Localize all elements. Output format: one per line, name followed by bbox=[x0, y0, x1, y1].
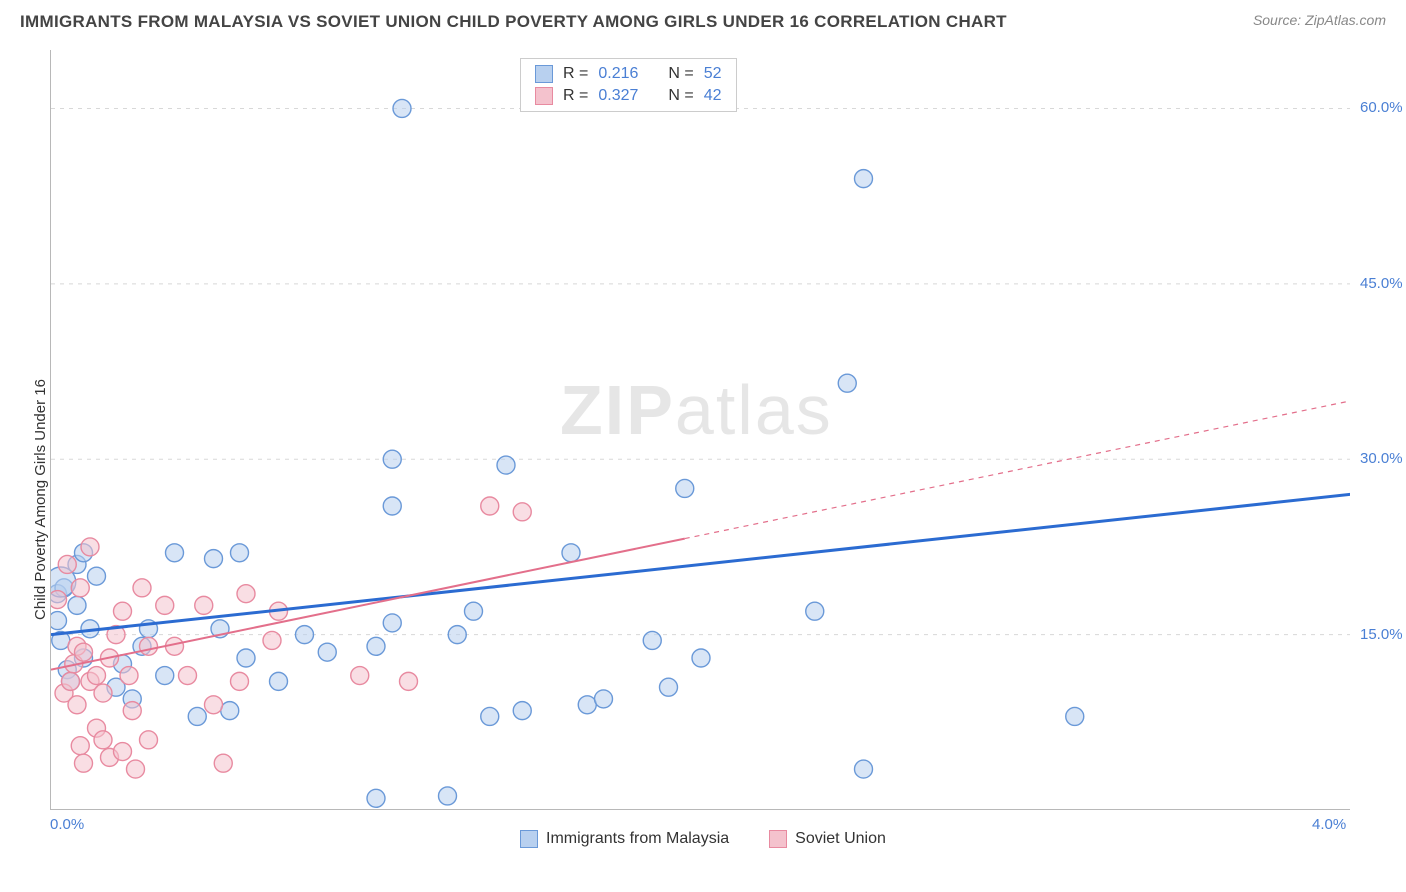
x-tick-label: 4.0% bbox=[1312, 816, 1346, 833]
y-tick-label: 15.0% bbox=[1360, 626, 1403, 643]
legend-row-malaysia: R = 0.216 N = 52 bbox=[535, 65, 722, 83]
n-value: 42 bbox=[704, 87, 722, 105]
series-legend: Immigrants from Malaysia Soviet Union bbox=[520, 830, 886, 848]
source-label: Source: ZipAtlas.com bbox=[1253, 12, 1386, 28]
legend-item-soviet: Soviet Union bbox=[769, 830, 886, 848]
y-tick-label: 30.0% bbox=[1360, 450, 1403, 467]
n-value: 52 bbox=[704, 65, 722, 83]
r-value: 0.327 bbox=[598, 87, 638, 105]
r-value: 0.216 bbox=[598, 65, 638, 83]
header-bar: IMMIGRANTS FROM MALAYSIA VS SOVIET UNION… bbox=[0, 0, 1406, 36]
legend-label: Immigrants from Malaysia bbox=[546, 830, 729, 848]
n-label: N = bbox=[668, 87, 693, 105]
swatch-icon bbox=[535, 65, 553, 83]
y-tick-label: 45.0% bbox=[1360, 275, 1403, 292]
y-tick-label: 60.0% bbox=[1360, 99, 1403, 116]
swatch-icon bbox=[535, 87, 553, 105]
r-label: R = bbox=[563, 65, 588, 83]
legend-item-malaysia: Immigrants from Malaysia bbox=[520, 830, 729, 848]
chart-title: IMMIGRANTS FROM MALAYSIA VS SOVIET UNION… bbox=[20, 12, 1007, 32]
chart-container: Child Poverty Among Girls Under 16 15.0%… bbox=[50, 50, 1380, 840]
x-tick-label: 0.0% bbox=[50, 816, 84, 833]
r-label: R = bbox=[563, 87, 588, 105]
scatter-plot bbox=[50, 50, 1350, 810]
swatch-icon bbox=[769, 830, 787, 848]
legend-row-soviet: R = 0.327 N = 42 bbox=[535, 87, 722, 105]
n-label: N = bbox=[668, 65, 693, 83]
swatch-icon bbox=[520, 830, 538, 848]
legend-label: Soviet Union bbox=[795, 830, 886, 848]
y-axis-label: Child Poverty Among Girls Under 16 bbox=[32, 379, 49, 620]
correlation-legend: R = 0.216 N = 52 R = 0.327 N = 42 bbox=[520, 58, 737, 112]
